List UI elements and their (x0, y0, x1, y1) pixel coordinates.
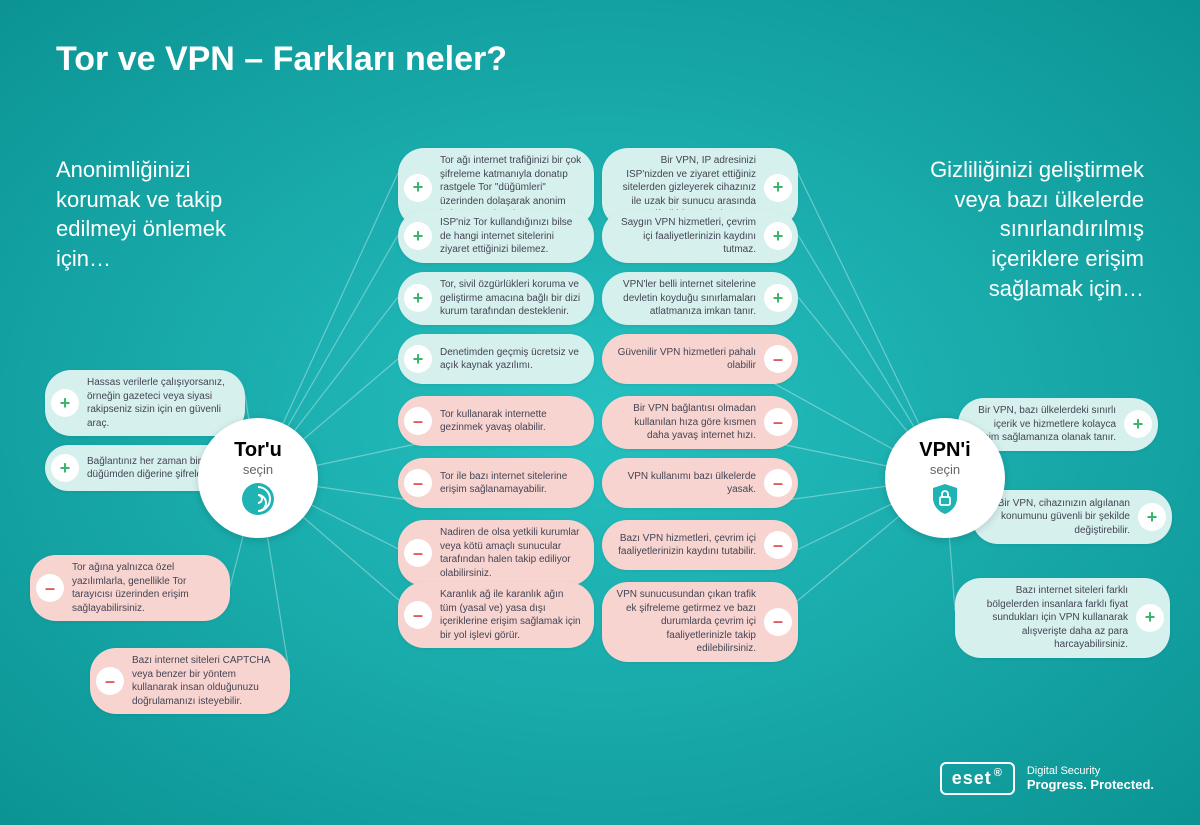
plus-icon: + (404, 174, 432, 202)
pill-text: Bazı VPN hizmetleri, çevrim içi faaliyet… (614, 532, 756, 559)
plus-icon: + (764, 284, 792, 312)
plus-icon: + (404, 284, 432, 312)
logo-line1: Digital Security (1027, 765, 1154, 777)
pro-pill: + ISP'niz Tor kullandığınızı bilse de han… (398, 210, 594, 263)
tor-icon (240, 481, 276, 517)
minus-icon: – (404, 601, 432, 629)
pro-pill: + Tor, sivil özgürlükleri koruma ve geliş… (398, 272, 594, 325)
pro-pill: + Hassas verilerle çalışıyorsanız, örneği… (45, 370, 245, 436)
con-pill: Bir VPN bağlantısı olmadan kullanılan hı… (602, 396, 798, 449)
pill-text: Hassas verilerle çalışıyorsanız, örneğin… (87, 376, 233, 430)
vpn-hub-title: VPN'i (919, 439, 970, 462)
pro-pill: Saygın VPN hizmetleri, çevrim içi faaliy… (602, 210, 798, 263)
tor-hub-sub: seçin (243, 462, 273, 477)
shield-lock-icon (927, 481, 963, 517)
plus-icon: + (1138, 503, 1166, 531)
pill-text: VPN sunucusundan çıkan trafik ek şifrele… (614, 588, 756, 656)
con-pill: Güvenilir VPN hizmetleri pahalı olabilir… (602, 334, 798, 384)
pill-text: Karanlık ağ ile karanlık ağın tüm (yasal… (440, 588, 582, 642)
con-pill: –Nadiren de olsa yetkili kurumlar veya k… (398, 520, 594, 586)
eset-logo: eset ® Digital Security Progress. Protec… (940, 762, 1154, 795)
intro-right: Gizliliğinizi geliştirmek veya bazı ülke… (914, 155, 1144, 303)
pill-text: VPN'ler belli internet sitelerine devlet… (614, 278, 756, 319)
intro-left: Anonimliğinizi korumak ve takip edilmeyi… (56, 155, 266, 274)
minus-icon: – (764, 408, 792, 436)
pill-text: VPN kullanımı bazı ülkelerde yasak. (614, 470, 756, 497)
plus-icon: + (51, 389, 79, 417)
plus-icon: + (1124, 410, 1152, 438)
minus-icon: – (764, 469, 792, 497)
plus-icon: + (764, 222, 792, 250)
con-pill: –Tor kullanarak internette gezinmek yava… (398, 396, 594, 446)
minus-icon: – (764, 345, 792, 373)
con-pill: VPN kullanımı bazı ülkelerde yasak.– (602, 458, 798, 508)
pill-text: Bir VPN, cihazınızın algılanan konumunu … (984, 497, 1130, 538)
pill-text: Bir VPN, bazı ülkelerdeki sınırlı içerik… (970, 404, 1116, 445)
tor-hub: Tor'u seçin (198, 418, 318, 538)
minus-icon: – (404, 539, 432, 567)
minus-icon: – (764, 608, 792, 636)
pill-text: ISP'niz Tor kullandığınızı bilse de hang… (440, 216, 582, 257)
pill-text: Güvenilir VPN hizmetleri pahalı olabilir (614, 346, 756, 373)
pill-text: Tor ağına yalnızca özel yazılımlarla, ge… (72, 561, 218, 615)
vpn-hub: VPN'i seçin (885, 418, 1005, 538)
pill-text: Saygın VPN hizmetleri, çevrim içi faaliy… (614, 216, 756, 257)
minus-icon: – (404, 407, 432, 435)
pro-pill: + Denetimden geçmiş ücretsiz ve açık kayn… (398, 334, 594, 384)
tor-hub-title: Tor'u (234, 439, 282, 462)
logo-line2: Progress. Protected. (1027, 777, 1154, 792)
pro-pill: VPN'ler belli internet sitelerine devlet… (602, 272, 798, 325)
pill-text: Tor, sivil özgürlükleri koruma ve gelişt… (440, 278, 582, 319)
pill-text: Bir VPN bağlantısı olmadan kullanılan hı… (614, 402, 756, 443)
con-pill: –Tor ağına yalnızca özel yazılımlarla, g… (30, 555, 230, 621)
minus-icon: – (764, 531, 792, 559)
minus-icon: – (36, 574, 64, 602)
plus-icon: + (404, 222, 432, 250)
plus-icon: + (764, 174, 792, 202)
pro-pill: Bir VPN, cihazınızın algılanan konumunu … (972, 490, 1172, 544)
pill-text: Bazı internet siteleri CAPTCHA veya benz… (132, 654, 278, 708)
vpn-hub-sub: seçin (930, 462, 960, 477)
con-pill: –Bazı internet siteleri CAPTCHA veya ben… (90, 648, 290, 714)
con-pill: –Karanlık ağ ile karanlık ağın tüm (yasa… (398, 582, 594, 648)
plus-icon: + (51, 454, 79, 482)
pro-pill: Bazı internet siteleri farklı bölgelerde… (955, 578, 1170, 658)
pill-text: Bazı internet siteleri farklı bölgelerde… (967, 584, 1128, 652)
con-pill: VPN sunucusundan çıkan trafik ek şifrele… (602, 582, 798, 662)
pill-text: Tor kullanarak internette gezinmek yavaş… (440, 408, 582, 435)
pill-text: Denetimden geçmiş ücretsiz ve açık kayna… (440, 346, 582, 373)
pill-text: Tor ile bazı internet sitelerine erişim … (440, 470, 582, 497)
minus-icon: – (404, 469, 432, 497)
plus-icon: + (404, 345, 432, 373)
minus-icon: – (96, 667, 124, 695)
plus-icon: + (1136, 604, 1164, 632)
eset-logo-badge: eset ® (940, 762, 1015, 795)
page-title: Tor ve VPN – Farkları neler? (56, 40, 507, 79)
con-pill: Bazı VPN hizmetleri, çevrim içi faaliyet… (602, 520, 798, 570)
pill-text: Nadiren de olsa yetkili kurumlar veya kö… (440, 526, 582, 580)
con-pill: –Tor ile bazı internet sitelerine erişim… (398, 458, 594, 508)
